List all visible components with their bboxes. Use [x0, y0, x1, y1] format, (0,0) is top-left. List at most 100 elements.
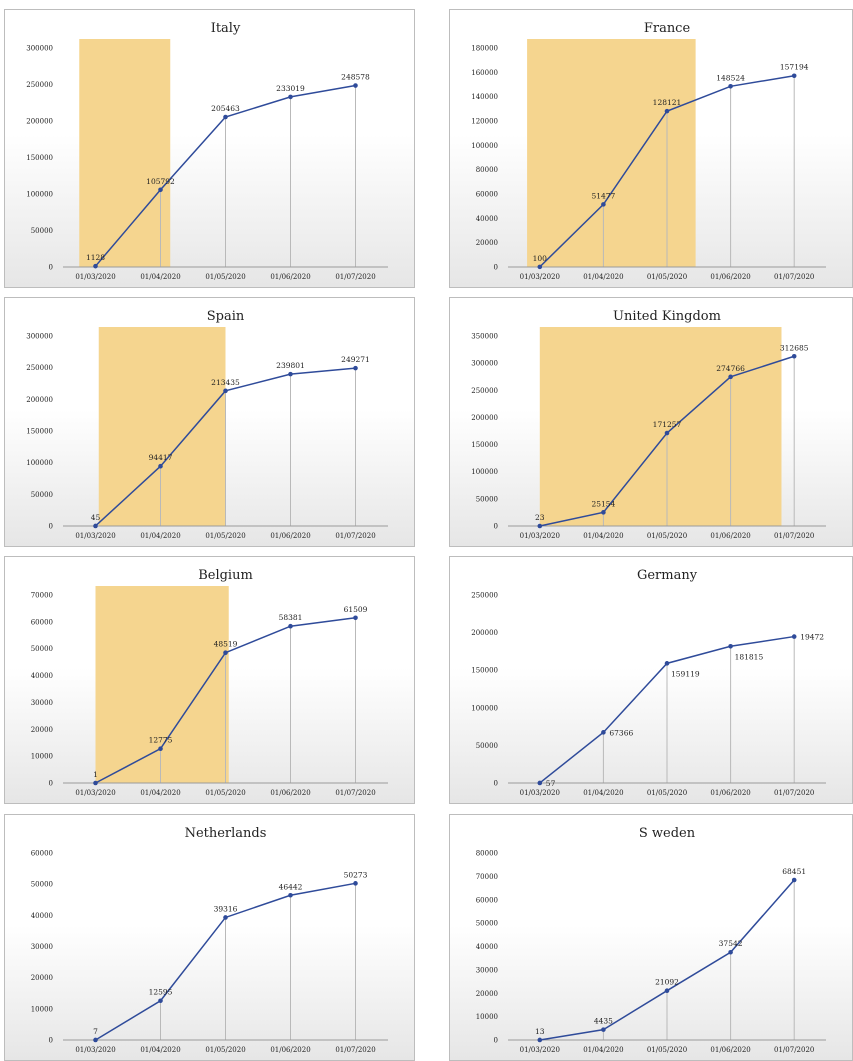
- x-tick-label: 01/04/2020: [583, 273, 623, 281]
- y-tick-label: 50000: [31, 491, 53, 499]
- x-tick-label: 01/06/2020: [270, 273, 310, 281]
- data-label: 51477: [591, 191, 615, 200]
- y-tick-label: 0: [49, 523, 53, 531]
- y-tick-label: 300000: [26, 333, 53, 341]
- data-label: 248578: [341, 73, 370, 82]
- y-tick-label: 0: [494, 1037, 498, 1045]
- highlight-band: [98, 327, 226, 526]
- data-point: [664, 661, 670, 666]
- highlight-band: [95, 586, 229, 783]
- data-point: [158, 998, 163, 1004]
- y-tick-label: 80000: [476, 850, 498, 858]
- chart-svg: United Kingdom 0 50000 100000 150000 200000 25…: [471, 309, 826, 540]
- x-tick-label: 01/05/2020: [647, 1046, 687, 1054]
- data-label: 25154: [591, 499, 615, 508]
- y-tick-label: 0: [49, 1037, 53, 1045]
- data-label: 67366: [609, 728, 633, 737]
- data-point: [728, 643, 733, 649]
- data-label: 12595: [149, 988, 173, 997]
- data-point: [158, 746, 163, 751]
- data-point: [664, 988, 670, 993]
- x-tick-label: 01/06/2020: [270, 789, 310, 797]
- data-label: 7: [93, 1027, 98, 1036]
- data-point: [601, 510, 606, 515]
- x-tick-label: 01/07/2020: [774, 273, 814, 281]
- x-tick-label: 01/03/2020: [520, 789, 560, 797]
- data-point: [791, 634, 797, 639]
- y-tick-label: 20000: [476, 239, 498, 247]
- x-tick-label: 01/04/2020: [583, 532, 623, 540]
- x-tick-label: 01/03/2020: [75, 532, 115, 540]
- data-label: 1128: [86, 253, 105, 262]
- data-label: 4435: [594, 1017, 613, 1026]
- y-tick-label: 100000: [26, 459, 53, 467]
- data-point: [537, 523, 543, 529]
- x-tick-label: 01/07/2020: [774, 789, 814, 797]
- chart-panel-germany: Germany 0 50000 100000 150000 200000 250000 57 6…: [449, 556, 853, 804]
- x-tick-label: 01/06/2020: [270, 1046, 310, 1054]
- x-tick-label: 01/04/2020: [583, 789, 623, 797]
- data-point: [223, 650, 228, 655]
- data-label: 249271: [341, 355, 370, 364]
- x-tick-label: 01/05/2020: [205, 789, 245, 797]
- x-tick-label: 01/05/2020: [647, 273, 687, 281]
- data-point: [93, 1037, 98, 1043]
- y-tick-label: 0: [494, 264, 498, 272]
- data-point: [93, 523, 98, 529]
- data-label: 13: [535, 1027, 545, 1036]
- y-tick-label: 70000: [31, 592, 53, 600]
- data-label: 128121: [653, 98, 682, 107]
- x-tick-label: 01/07/2020: [335, 1046, 375, 1054]
- data-label: 23: [535, 513, 545, 522]
- y-tick-label: 20000: [31, 726, 53, 734]
- data-point: [601, 730, 606, 735]
- y-tick-label: 40000: [31, 912, 53, 920]
- y-tick-label: 200000: [471, 414, 498, 422]
- highlight-band: [79, 39, 171, 267]
- data-label: 68451: [782, 867, 806, 876]
- data-label: 57: [546, 779, 556, 788]
- y-tick-label: 70000: [476, 873, 498, 881]
- y-tick-label: 250000: [471, 592, 498, 600]
- data-point: [791, 353, 797, 359]
- data-label: 105792: [146, 177, 175, 186]
- data-label: 157194: [780, 63, 809, 72]
- chart-title: Germany: [637, 568, 698, 583]
- data-point: [791, 73, 797, 79]
- data-point: [288, 94, 293, 100]
- data-point: [223, 915, 228, 920]
- y-tick-label: 50000: [31, 881, 53, 889]
- data-point: [223, 114, 228, 120]
- data-label: 37542: [719, 939, 743, 948]
- y-tick-label: 100000: [471, 142, 498, 150]
- data-point: [728, 949, 733, 955]
- y-tick-label: 100000: [471, 704, 498, 712]
- chart-svg: Italy 0 50000 100000 150000 200000 250000 30000…: [26, 21, 388, 281]
- data-label: 159119: [671, 669, 700, 678]
- y-tick-label: 300000: [471, 360, 498, 368]
- x-tick-label: 01/03/2020: [520, 1046, 560, 1054]
- y-tick-label: 50000: [476, 495, 498, 503]
- y-tick-label: 30000: [476, 966, 498, 974]
- data-label: 274766: [716, 364, 745, 373]
- chart-svg: Netherlands 0 10000 20000 30000 40000 50000 600…: [31, 826, 388, 1054]
- y-tick-label: 160000: [471, 69, 498, 77]
- y-tick-label: 30000: [31, 699, 53, 707]
- y-tick-label: 250000: [26, 364, 53, 372]
- data-point: [223, 388, 228, 394]
- x-tick-label: 01/04/2020: [140, 789, 180, 797]
- data-point: [158, 463, 163, 469]
- data-point: [353, 83, 358, 88]
- chart-panel-netherlands: Netherlands 0 10000 20000 30000 40000 50000 600…: [4, 814, 415, 1061]
- data-point: [158, 187, 163, 193]
- y-tick-label: 60000: [31, 618, 53, 626]
- data-label: 233019: [276, 84, 305, 93]
- chart-title: Spain: [207, 309, 245, 324]
- data-label: 239801: [276, 361, 305, 370]
- y-tick-label: 80000: [476, 166, 498, 174]
- data-point: [288, 371, 293, 377]
- y-tick-label: 250000: [26, 81, 53, 89]
- data-point: [353, 615, 358, 621]
- data-label: 171257: [653, 420, 682, 429]
